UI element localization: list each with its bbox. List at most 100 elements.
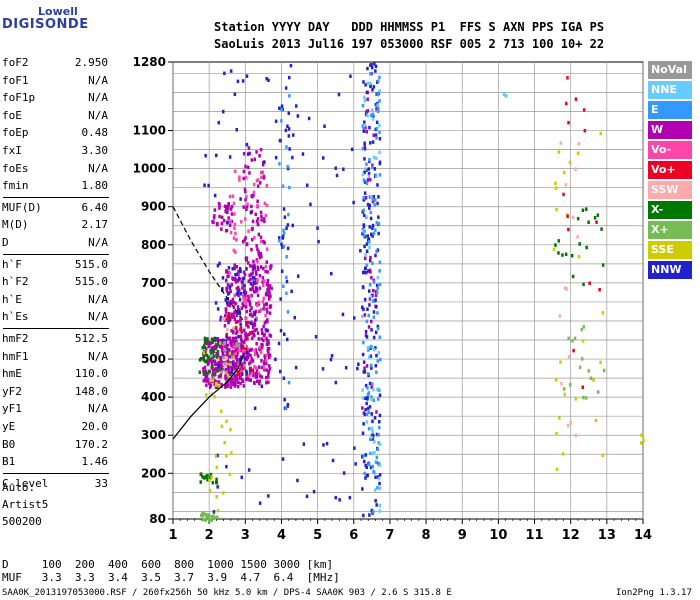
echo-point	[250, 371, 254, 376]
echo-point	[290, 289, 293, 294]
echo-point	[278, 162, 281, 166]
echo-point	[362, 126, 366, 130]
echo-point	[562, 192, 565, 197]
echo-point	[206, 337, 209, 341]
echo-point	[233, 212, 236, 216]
echo-point	[370, 435, 373, 440]
echo-point	[322, 443, 325, 447]
echo-point	[378, 123, 381, 128]
echo-point	[361, 487, 364, 491]
echo-point	[218, 261, 221, 266]
echo-point	[229, 289, 232, 293]
echo-point	[244, 217, 247, 221]
auto-code: 500200	[2, 515, 42, 528]
echo-point	[578, 365, 582, 370]
echo-point	[233, 317, 236, 321]
echo-point	[267, 372, 270, 376]
echo-point	[241, 349, 245, 353]
echo-point	[371, 464, 374, 469]
echo-point	[267, 351, 270, 355]
echo-point	[226, 210, 229, 215]
header-line-2: SaoLuis 2013 Jul16 197 053000 RSF 005 2 …	[214, 37, 605, 51]
echo-point	[322, 156, 325, 160]
param-name: h`Es	[2, 310, 29, 324]
echo-point	[365, 420, 369, 424]
echo-point	[363, 244, 366, 249]
echo-point	[239, 348, 243, 353]
echo-point	[585, 245, 588, 250]
echo-point	[334, 380, 338, 385]
echo-point	[211, 378, 214, 382]
param-name: C-level	[2, 476, 49, 490]
echo-point	[207, 355, 210, 360]
echo-point	[205, 353, 209, 358]
echo-point	[602, 368, 606, 373]
echo-point	[354, 462, 357, 466]
echo-point	[372, 114, 375, 118]
echo-point	[580, 357, 584, 361]
echo-point	[219, 341, 222, 345]
echo-point	[370, 328, 373, 332]
echo-point	[253, 157, 256, 162]
echo-point	[236, 350, 239, 355]
echo-point	[374, 64, 378, 69]
echo-point	[364, 256, 367, 261]
echo-point	[366, 234, 369, 238]
echo-point	[258, 345, 262, 350]
echo-point	[558, 314, 562, 318]
echo-point	[372, 195, 375, 199]
echo-point	[256, 259, 259, 264]
echo-point	[224, 298, 227, 302]
echo-point	[504, 93, 507, 98]
echo-point	[374, 198, 377, 202]
echo-point	[247, 279, 250, 283]
echo-point	[281, 184, 285, 188]
echo-point	[216, 453, 219, 458]
echo-point	[372, 280, 376, 284]
echo-point	[260, 175, 263, 179]
param-name: fxI	[2, 144, 22, 157]
echo-point	[244, 298, 247, 302]
echo-point	[238, 311, 241, 315]
echo-point	[239, 220, 243, 224]
echo-point	[251, 237, 254, 242]
param-row: B1 1.46	[2, 453, 108, 471]
distance-row: D 100 200 400 600 800 1000 1500 3000 [km…	[2, 558, 334, 571]
echo-point	[262, 307, 265, 311]
echo-point	[237, 343, 241, 347]
legend-item: W	[648, 121, 692, 139]
echo-point	[240, 306, 243, 310]
echo-point	[244, 164, 247, 169]
echo-point	[209, 383, 213, 388]
echo-point	[242, 290, 246, 295]
echo-point	[254, 318, 257, 322]
echo-point	[363, 170, 366, 175]
param-separator	[3, 196, 109, 198]
echo-point	[228, 370, 232, 375]
echo-point	[213, 382, 216, 386]
echo-point	[376, 311, 379, 315]
echo-point	[567, 336, 570, 341]
echo-point	[250, 194, 253, 198]
echo-point	[258, 274, 262, 278]
echo-point	[230, 204, 234, 209]
echo-point	[274, 119, 278, 123]
echo-point	[267, 370, 271, 374]
echo-point	[259, 265, 263, 269]
echo-point	[228, 194, 232, 199]
echo-point	[222, 362, 226, 367]
echo-point	[250, 347, 253, 352]
echo-point	[363, 95, 366, 100]
echo-point	[232, 349, 235, 354]
echo-point	[243, 187, 247, 192]
echo-point	[370, 397, 374, 402]
echo-point	[563, 392, 566, 397]
echo-point	[224, 307, 228, 311]
echo-point	[215, 369, 218, 373]
param-row: yF1 N/A	[2, 400, 108, 418]
echo-point	[317, 239, 320, 244]
echo-point	[371, 140, 375, 144]
echo-point	[238, 372, 242, 376]
echo-point	[233, 384, 237, 388]
echo-point	[243, 238, 246, 242]
